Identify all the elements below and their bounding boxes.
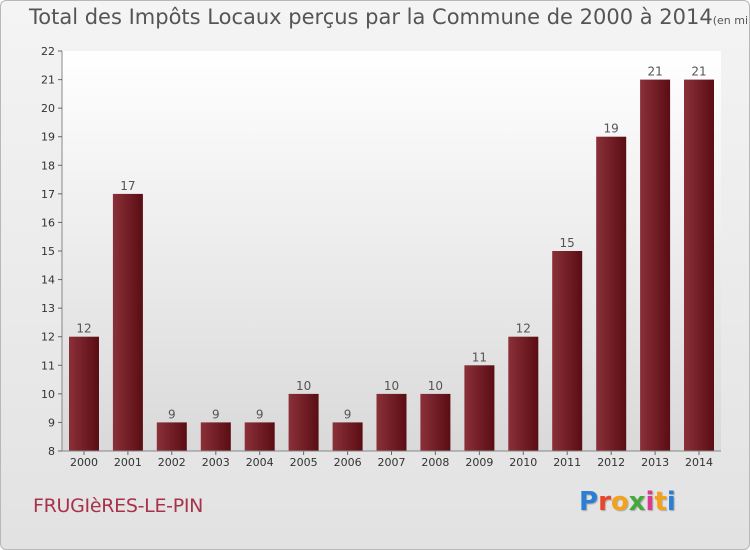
y-tick-label-12: 12 bbox=[41, 331, 55, 344]
logo-letter: P bbox=[579, 487, 599, 517]
y-tick-label-10: 10 bbox=[41, 388, 55, 401]
x-tick-label-2005: 2005 bbox=[290, 456, 318, 469]
y-tick-label-15: 15 bbox=[41, 245, 55, 258]
bar-2013 bbox=[640, 79, 671, 451]
chart-title: Total des Impôts Locaux perçus par la Co… bbox=[29, 5, 749, 29]
value-label-2002: 9 bbox=[168, 407, 176, 421]
value-label-2006: 9 bbox=[344, 407, 352, 421]
x-tick-label-2014: 2014 bbox=[685, 456, 713, 469]
bar-2012 bbox=[596, 136, 627, 451]
value-label-2010: 12 bbox=[516, 322, 531, 336]
value-label-2012: 19 bbox=[604, 122, 619, 136]
x-tick-label-2004: 2004 bbox=[246, 456, 274, 469]
logo-letter: x bbox=[628, 487, 646, 517]
proxiti-logo[interactable]: Proxiti bbox=[579, 487, 676, 517]
bar-2007 bbox=[376, 393, 407, 451]
value-label-2007: 10 bbox=[384, 379, 399, 393]
bar-2003 bbox=[200, 422, 231, 451]
x-tick-label-2001: 2001 bbox=[114, 456, 142, 469]
x-tick-label-2013: 2013 bbox=[641, 456, 669, 469]
value-label-2005: 10 bbox=[296, 379, 311, 393]
bar-2011 bbox=[552, 251, 583, 451]
y-tick-label-21: 21 bbox=[41, 74, 55, 87]
commune-name: FRUGIèRES-LE-PIN bbox=[33, 495, 204, 517]
bar-2006 bbox=[332, 422, 363, 451]
logo-letter: o bbox=[610, 487, 629, 517]
y-tick-label-16: 16 bbox=[41, 216, 55, 229]
logo-letter: i bbox=[645, 487, 655, 517]
value-label-2008: 10 bbox=[428, 379, 443, 393]
x-tick-label-2002: 2002 bbox=[158, 456, 186, 469]
y-tick-label-11: 11 bbox=[41, 359, 55, 372]
value-label-2011: 15 bbox=[560, 236, 575, 250]
value-label-2014: 21 bbox=[691, 65, 706, 79]
y-tick-label-14: 14 bbox=[41, 274, 55, 287]
bar-2002 bbox=[156, 422, 187, 451]
bar-2008 bbox=[420, 393, 451, 451]
bar-2001 bbox=[112, 193, 143, 451]
logo-letter: i bbox=[666, 487, 676, 517]
logo-letter: t bbox=[654, 487, 667, 517]
bar-2009 bbox=[464, 365, 495, 451]
x-tick-label-2010: 2010 bbox=[509, 456, 537, 469]
x-tick-label-2006: 2006 bbox=[334, 456, 362, 469]
y-tick-label-18: 18 bbox=[41, 159, 55, 172]
y-tick-label-22: 22 bbox=[41, 45, 55, 58]
logo-letter: r bbox=[598, 487, 611, 517]
value-label-2013: 21 bbox=[647, 65, 662, 79]
y-tick-label-8: 8 bbox=[48, 445, 55, 458]
title-text: Total des Impôts Locaux perçus par la Co… bbox=[29, 5, 713, 29]
bar-2004 bbox=[244, 422, 275, 451]
y-tick-label-17: 17 bbox=[41, 188, 55, 201]
x-tick-label-2000: 2000 bbox=[70, 456, 98, 469]
x-tick-label-2008: 2008 bbox=[421, 456, 449, 469]
value-label-2004: 9 bbox=[256, 407, 264, 421]
value-label-2000: 12 bbox=[76, 322, 91, 336]
bar-2014 bbox=[684, 79, 714, 451]
x-tick-label-2003: 2003 bbox=[202, 456, 230, 469]
value-label-2003: 9 bbox=[212, 407, 220, 421]
value-label-2001: 17 bbox=[120, 179, 135, 193]
y-tick-label-13: 13 bbox=[41, 302, 55, 315]
bar-2010 bbox=[508, 336, 539, 451]
x-tick-label-2012: 2012 bbox=[597, 456, 625, 469]
bar-2000 bbox=[69, 336, 99, 451]
y-tick-label-20: 20 bbox=[41, 102, 55, 115]
x-tick-label-2011: 2011 bbox=[553, 456, 581, 469]
x-tick-label-2007: 2007 bbox=[378, 456, 406, 469]
title-unit: (en milliers d'€) bbox=[712, 14, 749, 27]
bar-2005 bbox=[288, 393, 319, 451]
x-tick-label-2009: 2009 bbox=[465, 456, 493, 469]
y-tick-label-9: 9 bbox=[48, 416, 55, 429]
y-tick-label-19: 19 bbox=[41, 131, 55, 144]
value-label-2009: 11 bbox=[472, 350, 487, 364]
